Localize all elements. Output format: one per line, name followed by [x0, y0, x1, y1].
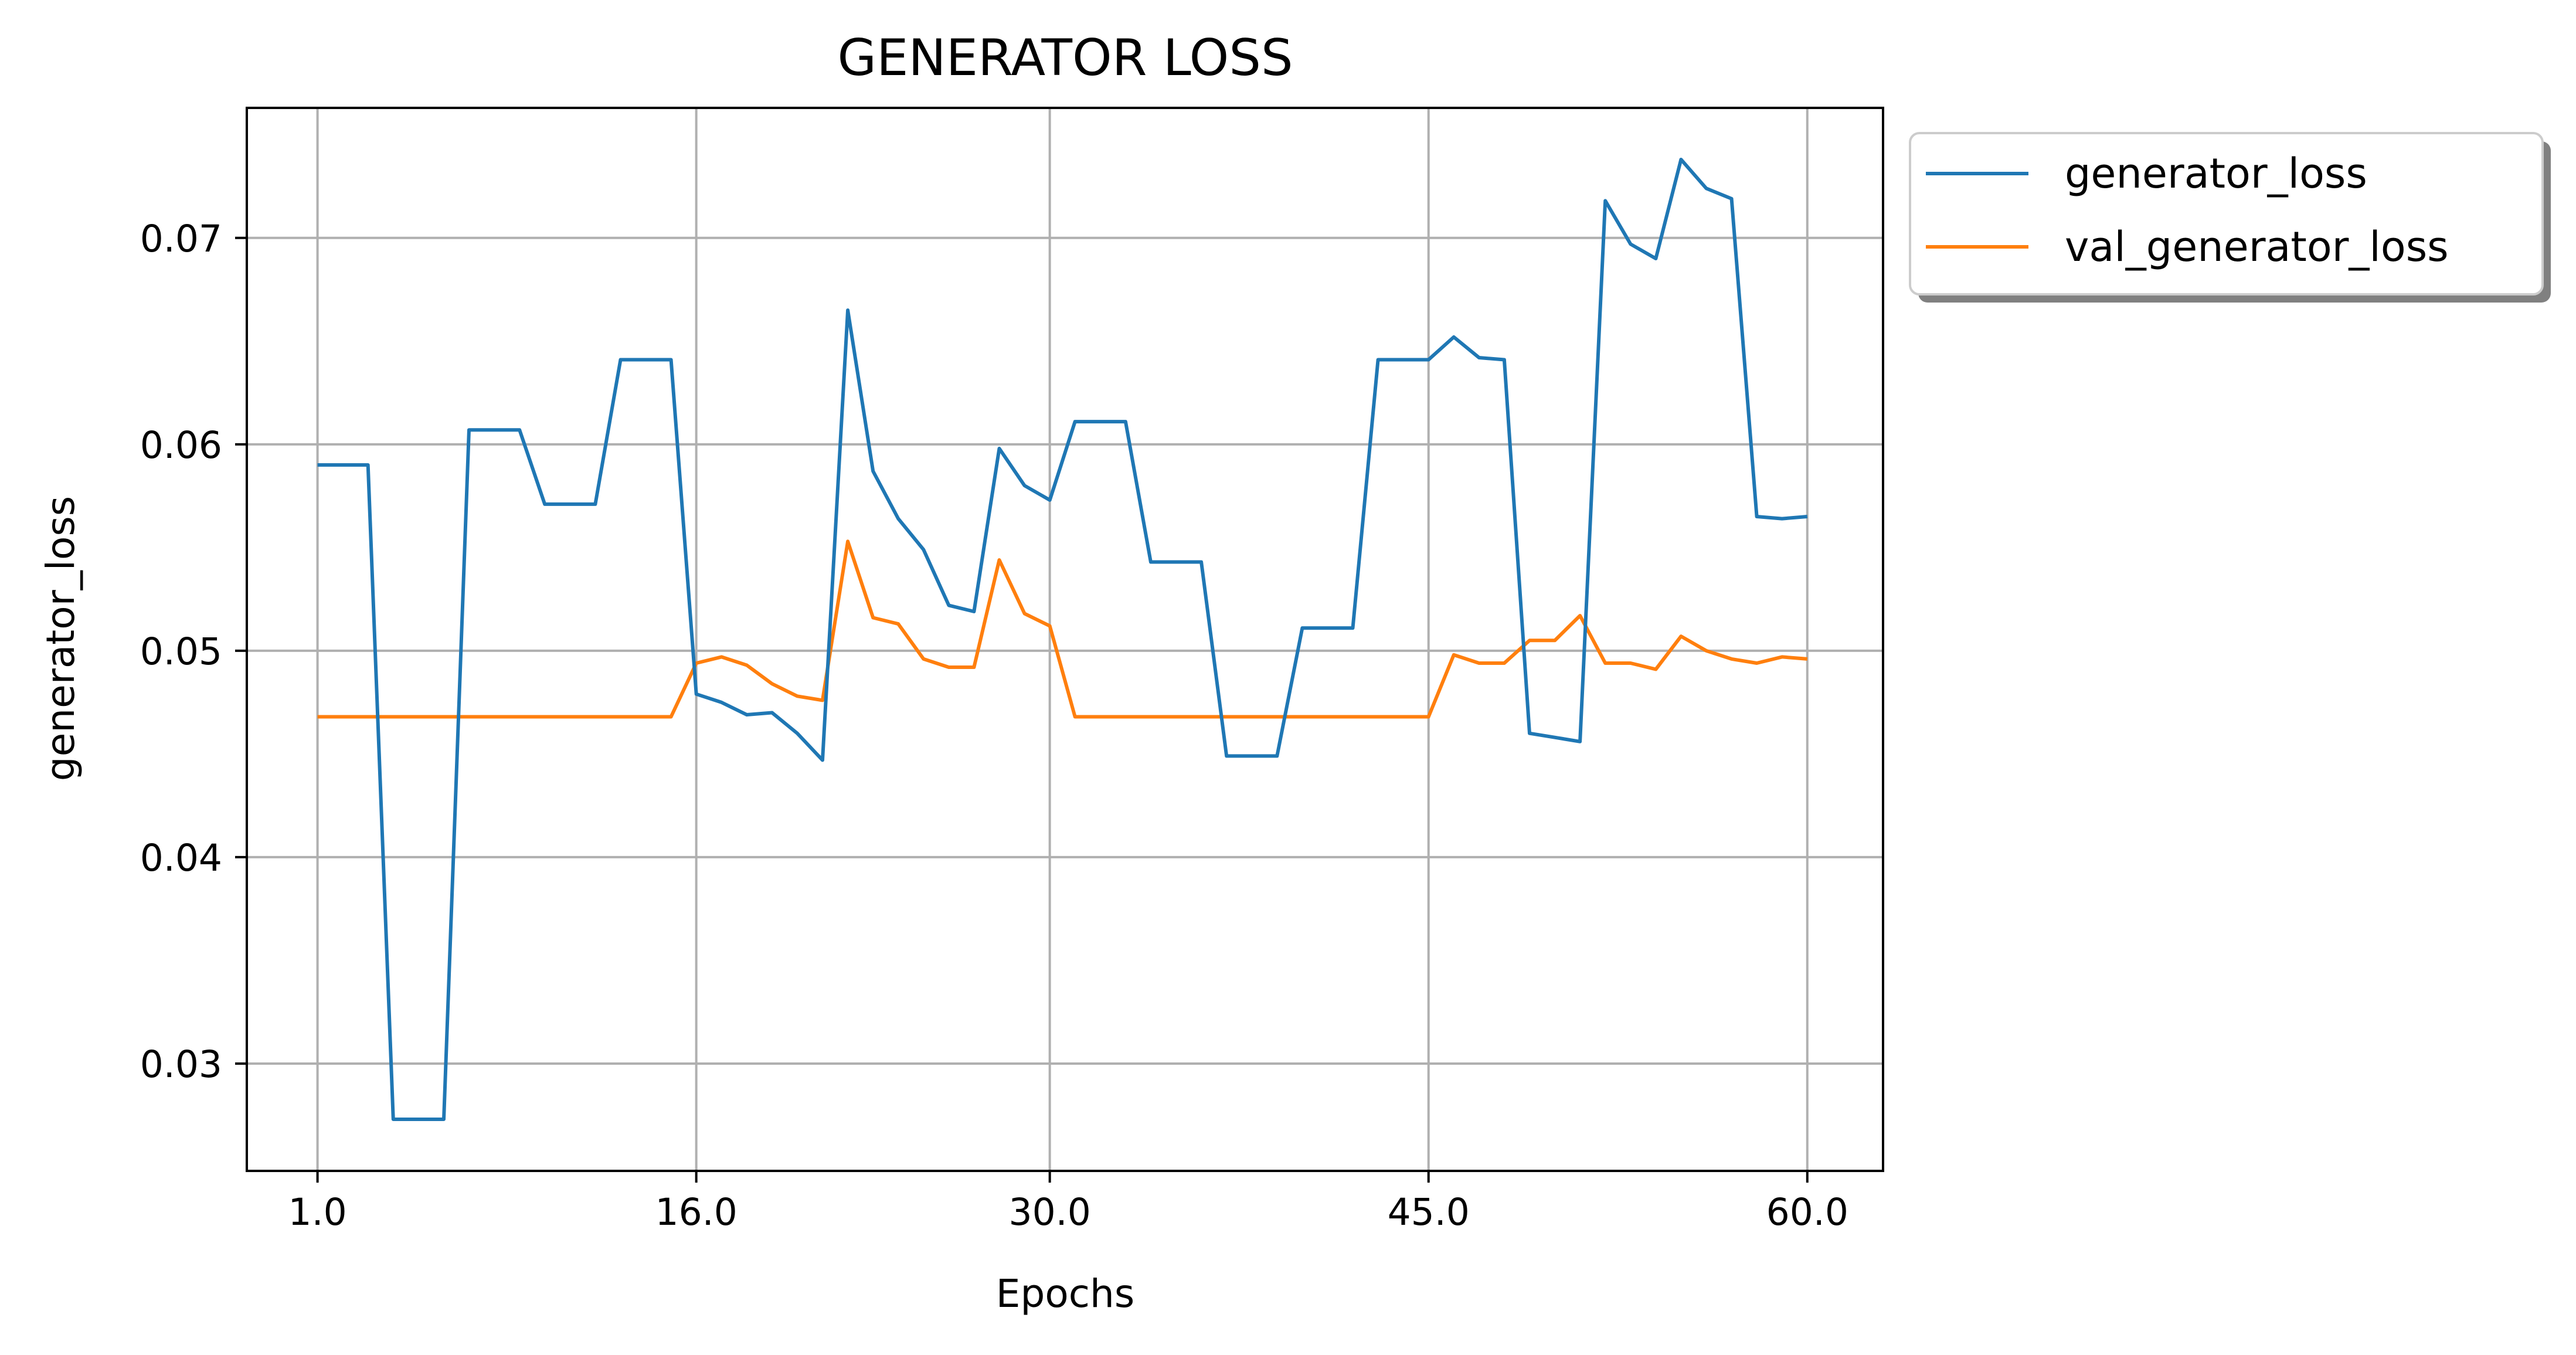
chart-title: GENERATOR LOSS [837, 29, 1293, 87]
y-tick-label: 0.03 [140, 1043, 222, 1086]
plot-frame [246, 107, 1884, 1172]
x-axis-label: Epochs [996, 1271, 1134, 1316]
legend-label-val-generator-loss: val_generator_loss [2065, 223, 2449, 271]
y-tick-label: 0.04 [140, 837, 222, 879]
series-line-generator-loss [317, 158, 1808, 1121]
y-tick-label: 0.06 [140, 424, 222, 467]
x-tick-label: 60.0 [1766, 1191, 1848, 1234]
y-tick-label: 0.05 [140, 630, 222, 673]
y-tick-label: 0.07 [140, 218, 222, 260]
grid [247, 108, 1883, 1171]
series-layer [317, 158, 1808, 1121]
x-tick-label: 16.0 [655, 1191, 738, 1234]
x-tick-label: 30.0 [1009, 1191, 1091, 1234]
y-axis-label: generator_loss [38, 496, 83, 781]
x-tick-label: 1.0 [288, 1191, 346, 1234]
ticks: 1.0 16.0 30.0 45.0 60.0 0.03 0.04 0.05 0.06 0.07 [140, 218, 1848, 1234]
series-line-val-generator-loss [317, 539, 1808, 719]
x-tick-label: 45.0 [1388, 1191, 1470, 1234]
legend: generator_loss val_generator_loss [1909, 132, 2551, 303]
legend-box [1909, 132, 2544, 296]
legend-label-generator-loss: generator_loss [2065, 150, 2367, 198]
